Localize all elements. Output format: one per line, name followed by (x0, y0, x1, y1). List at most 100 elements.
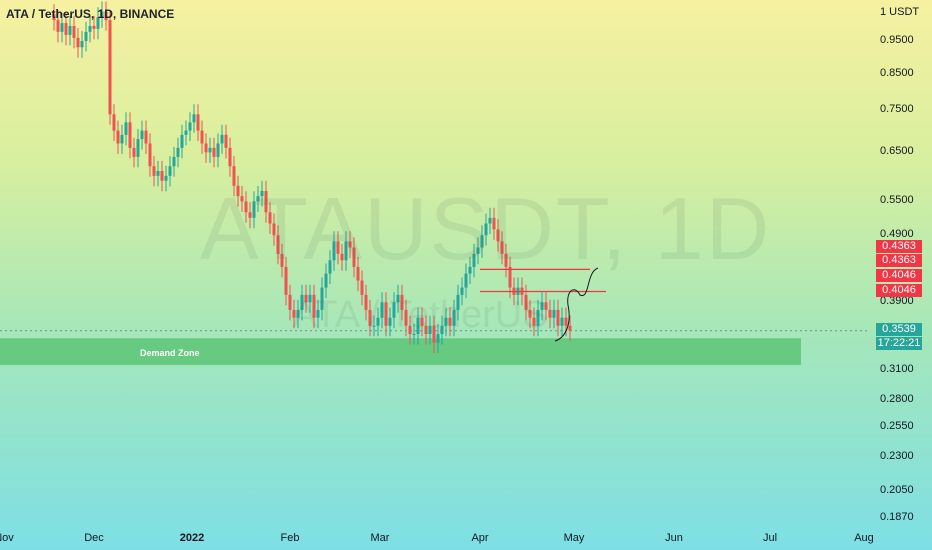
y-tick-label: 0.5500 (880, 194, 914, 207)
candle-body (392, 302, 396, 318)
candle-body (396, 294, 400, 303)
price-axis[interactable]: 1 USDT 0.9500 0.8500 0.7500 0.6500 0.5500 0.4… (866, 0, 932, 526)
y-tick-label: 0.6500 (880, 145, 914, 158)
time-axis[interactable]: Nov Dec 2022 Feb Mar Apr May Jun Jul Aug (0, 526, 874, 550)
y-tick-label: 0.2050 (880, 484, 914, 497)
candle-body (428, 325, 432, 335)
candle-body (568, 325, 572, 331)
candle-body (76, 37, 80, 48)
candle-body (124, 122, 128, 135)
candle-body (372, 325, 376, 327)
candle-body (532, 317, 536, 326)
candle-body (136, 139, 140, 157)
chart-title[interactable]: ATA / TetherUS, 1D, BINANCE (6, 7, 175, 21)
candle-body (456, 294, 460, 310)
candle-body (148, 143, 152, 167)
demand-zone (0, 338, 801, 365)
candle-body (548, 309, 552, 318)
candle-body (68, 25, 72, 35)
price-label: 0.3539 (876, 323, 922, 336)
candle-body (524, 294, 528, 310)
candle-body (160, 171, 164, 181)
candle-body (132, 147, 136, 157)
candle-body (232, 166, 236, 186)
candle-body (280, 253, 284, 267)
candle-body (420, 317, 424, 326)
x-tick-label: May (563, 532, 585, 544)
candle-body (80, 41, 84, 48)
candle-body (536, 309, 540, 326)
y-tick-label: 0.7500 (880, 103, 914, 116)
candle-body (360, 280, 364, 295)
candle-body (120, 134, 124, 144)
candle-body (60, 23, 64, 32)
currency-label: 1 USDT (880, 6, 920, 18)
y-tick-label: 0.9500 (880, 34, 914, 46)
candle-body (488, 217, 492, 224)
candle-body (188, 122, 192, 131)
price-label: 0.4363 (876, 254, 922, 267)
candle-body (492, 217, 496, 230)
candle-body (444, 317, 448, 326)
candle-body (88, 25, 92, 32)
x-tick-label: Nov (0, 532, 14, 544)
candle-body (564, 317, 568, 326)
candle-body (72, 25, 76, 38)
candle-body (296, 309, 300, 318)
x-tick-label: Feb (280, 532, 300, 544)
candle-body (528, 309, 532, 318)
candle-body (288, 294, 292, 310)
candle-body (460, 287, 464, 295)
candle-body (240, 196, 244, 202)
price-label: 0.4363 (876, 240, 922, 253)
candle-body (496, 229, 500, 242)
candle-body (484, 223, 488, 236)
candle-body (500, 241, 504, 254)
candle-body (384, 302, 388, 326)
candle-body (336, 241, 340, 254)
candle-body (436, 334, 440, 343)
y-tick-label: 0.3900 (880, 295, 914, 308)
candle-body (156, 171, 160, 176)
candle-body (268, 212, 272, 224)
candle-body (476, 247, 480, 254)
candle-body (112, 114, 116, 131)
candle-body (100, 11, 104, 18)
candle-body (276, 235, 280, 254)
candle-body (480, 235, 484, 248)
candle-body (216, 143, 220, 157)
candle-body (140, 130, 144, 140)
candle-body (284, 266, 288, 295)
candle-body (96, 17, 100, 29)
candle-body (92, 25, 96, 29)
candle-body (300, 294, 304, 310)
y-tick-label: 0.2550 (880, 419, 914, 432)
candle-body (468, 266, 472, 274)
projection-path (554, 267, 599, 342)
candle-body (560, 317, 564, 326)
symbol-watermark: ATAUSDT, 1D (200, 179, 772, 278)
candle-body (272, 223, 276, 236)
candle-body (204, 143, 208, 153)
candle-body (176, 147, 180, 157)
x-tick-label: Apr (471, 532, 489, 544)
candle-body (432, 325, 436, 343)
candle-body (248, 212, 252, 218)
candle-body (228, 147, 232, 167)
candle-body (244, 201, 248, 213)
candle-body (180, 134, 184, 148)
candle-body (376, 317, 380, 326)
symbol-watermark-sub: ATA / TetherUS (292, 294, 548, 336)
candle-body (464, 273, 468, 288)
candle-body (116, 130, 120, 144)
candle-body (184, 130, 188, 135)
y-tick-label: 0.2800 (880, 392, 914, 405)
candle-body (348, 241, 352, 248)
candle-body (164, 175, 168, 181)
candle-body (128, 122, 132, 148)
candle-body (552, 309, 556, 318)
candle-body (192, 114, 196, 123)
candle-body (344, 241, 348, 261)
candle-body (208, 147, 212, 153)
